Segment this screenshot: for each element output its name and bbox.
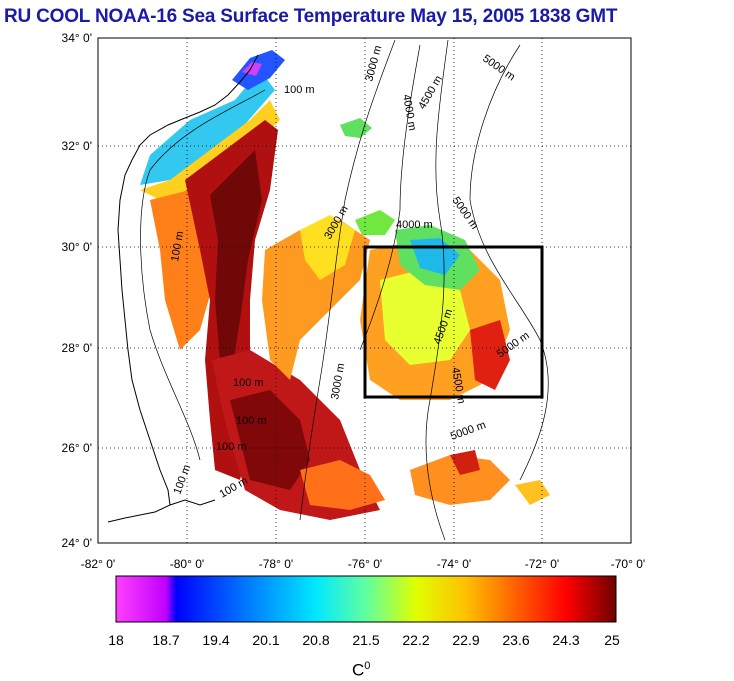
contour-label: 100 m — [284, 84, 315, 96]
sst-south-orange-2 — [300, 460, 385, 510]
sst-green-blob-2 — [355, 210, 395, 235]
contour-label: 100 m — [233, 377, 264, 389]
sst-stream-dark — [210, 150, 262, 370]
unit-superscript: 0 — [364, 660, 371, 672]
colorbar-tick: 23.6 — [502, 632, 530, 648]
colorbar-unit: C0 — [352, 660, 370, 681]
contour-label: 4000 m — [396, 219, 433, 231]
colorbar-tick: 25 — [604, 632, 620, 648]
lon-label: -82° 0' — [81, 557, 115, 571]
lon-label: -76° 0' — [348, 557, 382, 571]
map-title: RU COOL NOAA-16 Sea Surface Temperature … — [4, 6, 618, 27]
contour-5000m — [469, 44, 549, 481]
contour-label: 100 m — [236, 415, 267, 427]
lon-label: -70° 0' — [611, 557, 645, 571]
sst-north-cyan — [140, 70, 275, 185]
lat-label: 32° 0' — [62, 139, 92, 153]
contour-3000m — [299, 39, 396, 521]
colorbar — [115, 575, 617, 623]
contour-4000m — [359, 44, 421, 351]
sst-yellow-mid — [300, 215, 355, 280]
bathymetry-contours — [140, 39, 549, 541]
coastline — [107, 54, 259, 523]
sst-green-blob — [340, 118, 372, 138]
contour-label: 100 m — [216, 441, 247, 453]
sst-south-yellow — [515, 480, 550, 505]
lat-label: 24° 0' — [62, 536, 92, 550]
lon-label: -78° 0' — [259, 557, 293, 571]
colorbar-tick: 24.3 — [552, 632, 580, 648]
contour-100m — [140, 89, 266, 461]
region-box — [363, 245, 544, 399]
colorbar-tick: 18.7 — [152, 632, 180, 648]
contour-label: 100 m — [169, 230, 186, 262]
sst-swath — [140, 50, 550, 520]
unit-label: C — [352, 660, 365, 680]
lon-label: -80° 0' — [170, 557, 204, 571]
sst-yellow-band — [140, 100, 280, 205]
lat-label: 28° 0' — [62, 341, 92, 355]
colorbar-tick: 20.1 — [252, 632, 280, 648]
colorbar-tick: 21.5 — [352, 632, 380, 648]
colorbar-tick: 20.8 — [302, 632, 330, 648]
lat-axis-labels: 34° 0' 32° 0' 30° 0' 28° 0' 26° 0' 24° 0… — [62, 31, 92, 550]
sst-east-yellow — [380, 270, 470, 365]
sst-north-magenta — [242, 62, 262, 76]
coastline-keys — [169, 499, 216, 506]
lat-label: 34° 0' — [62, 31, 92, 45]
lat-label: 26° 0' — [62, 441, 92, 455]
colorbar-tick: 22.9 — [452, 632, 480, 648]
sst-south-orange — [410, 455, 510, 505]
lat-label: 30° 0' — [62, 240, 92, 254]
lon-label: -74° 0' — [437, 557, 471, 571]
lon-label: -72° 0' — [525, 557, 559, 571]
sst-south-red-2 — [450, 450, 480, 475]
colorbar-tick: 19.4 — [202, 632, 230, 648]
contour-4500m — [425, 39, 449, 541]
lon-axis-labels: -82° 0' -80° 0' -78° 0' -76° 0' -74° 0' … — [81, 557, 645, 571]
colorbar-tick: 18 — [108, 632, 124, 648]
sst-east-red — [470, 320, 510, 390]
colorbar-tick: 22.2 — [402, 632, 430, 648]
sst-dark-south — [230, 390, 310, 490]
